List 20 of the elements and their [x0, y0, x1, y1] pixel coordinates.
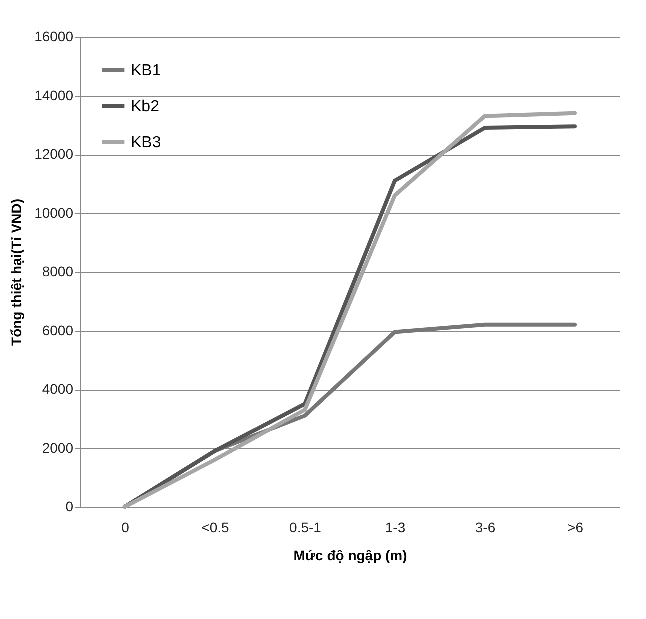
y-tick-label: 4000: [42, 381, 74, 397]
y-tick-label: 10000: [34, 204, 74, 221]
x-tick-label: 3-6: [475, 520, 496, 536]
x-axis-title: Mức độ ngập (m): [294, 548, 408, 564]
x-tick-label: <0.5: [202, 520, 230, 536]
legend-label: KB3: [131, 134, 162, 152]
y-tick-label: 16000: [34, 28, 74, 44]
y-tick-label: 14000: [34, 87, 74, 104]
y-tick-label: 2000: [42, 440, 74, 456]
legend-label: Kb2: [131, 98, 160, 116]
x-tick-label: 1-3: [385, 520, 406, 536]
x-tick-label: 0: [122, 520, 130, 536]
y-tick-label: 0: [66, 498, 74, 514]
legend-label: KB1: [131, 62, 162, 80]
y-tick-label: 12000: [34, 146, 74, 162]
x-tick-label: >6: [568, 520, 584, 536]
y-axis-title: Tổng thiệt hại(Tỉ VND): [8, 199, 25, 346]
x-tick-label: 0.5-1: [290, 520, 322, 536]
y-tick-label: 6000: [42, 322, 74, 338]
y-tick-label: 8000: [42, 264, 74, 280]
